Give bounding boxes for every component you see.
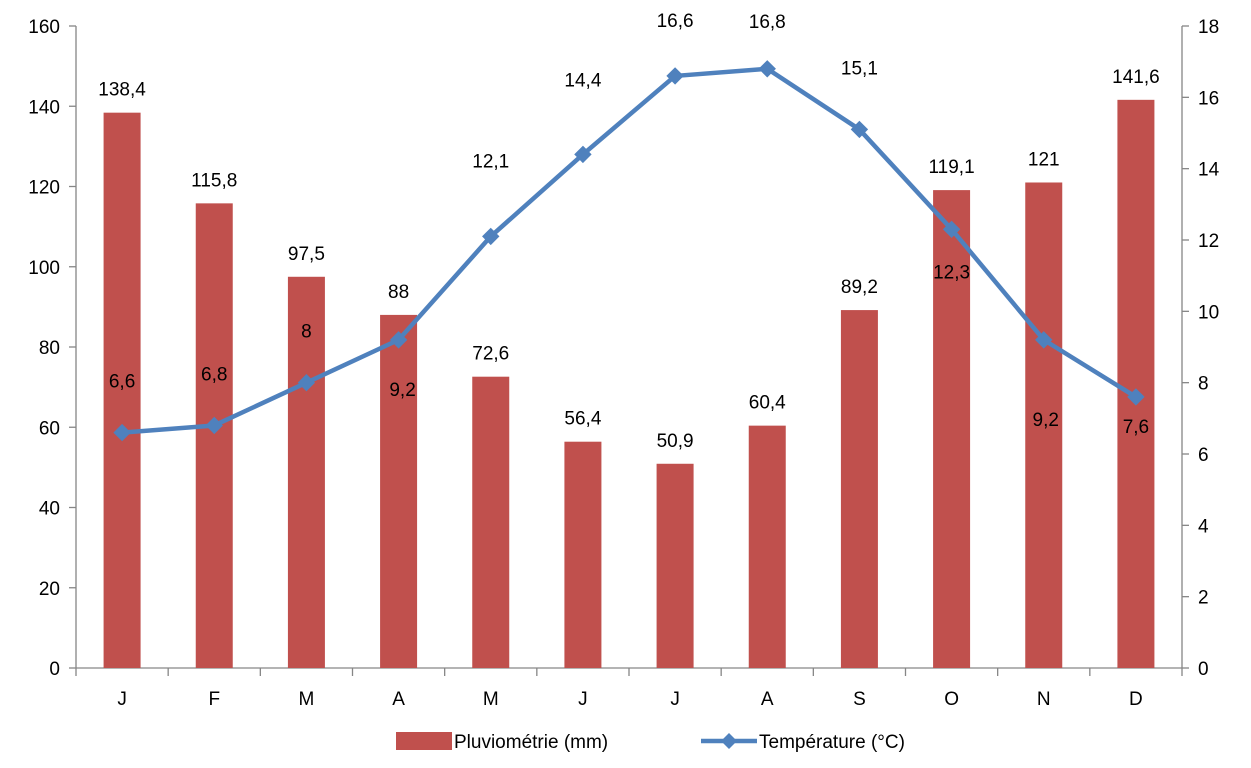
y-right-tick-label: 14 (1198, 160, 1220, 181)
x-tick-label: D (1129, 689, 1143, 710)
temperature-marker (297, 373, 316, 392)
y-right-tick-label: 10 (1198, 302, 1219, 323)
temperature-data-label: 6,6 (109, 372, 135, 393)
bar-pluviometrie (103, 112, 141, 669)
y-right-tick-label: 4 (1198, 516, 1209, 537)
temperature-data-label: 15,1 (841, 58, 878, 79)
bar-pluviometrie (287, 276, 325, 668)
x-tick-label: A (761, 689, 774, 710)
y-left-tick-label: 100 (28, 258, 60, 279)
x-tick-label: M (483, 689, 499, 710)
bar-data-label: 72,6 (472, 344, 509, 365)
legend-label-pluviometrie: Pluviométrie (mm) (454, 732, 608, 753)
temperature-marker (758, 60, 776, 78)
y-right-tick-label: 6 (1198, 445, 1209, 466)
y-left-tick-label: 160 (28, 17, 60, 38)
legend: Pluviométrie (mm) Température (°C) (396, 732, 905, 753)
temperature-data-label: 8 (301, 322, 312, 343)
temperature-marker (666, 67, 684, 85)
bar-pluviometrie (656, 463, 694, 668)
temperature-data-label: 16,6 (657, 11, 694, 32)
bar-data-label: 138,4 (98, 80, 146, 101)
bar-data-label: 121 (1028, 149, 1060, 170)
y-left-tick-label: 20 (39, 579, 60, 600)
x-tick-label: J (117, 689, 127, 710)
temperature-line (119, 66, 1139, 435)
bar-data-label: 60,4 (749, 393, 786, 414)
y-left-tick-label: 0 (49, 659, 60, 680)
temperature-line-group (113, 60, 1145, 442)
bar-pluviometrie (1117, 99, 1155, 668)
temperature-data-label: 9,2 (389, 380, 415, 401)
x-tick-label: S (853, 689, 866, 710)
bar-data-label: 88 (388, 282, 409, 303)
y-left-tick-label: 140 (28, 97, 60, 118)
temperature-marker (942, 220, 961, 239)
temperature-data-label: 12,3 (933, 262, 970, 283)
temperature-marker (113, 423, 131, 442)
x-tick-label: M (299, 689, 315, 710)
bar-data-label: 56,4 (564, 409, 601, 430)
legend-marker-temperature (721, 733, 737, 749)
y-left-tick-label: 40 (39, 499, 60, 520)
bar-data-label: 89,2 (841, 277, 878, 298)
y-right-tick-label: 0 (1198, 659, 1209, 680)
x-tick-label: J (578, 689, 588, 710)
bar-data-label: 115,8 (191, 170, 237, 191)
temperature-marker (574, 145, 592, 164)
x-tick-label: O (944, 689, 959, 710)
temperature-marker (205, 416, 223, 435)
bar-data-label: 97,5 (288, 244, 325, 265)
x-tick-label: J (670, 689, 680, 710)
y-right-tick-label: 18 (1198, 17, 1219, 38)
y-left-tick-label: 120 (28, 178, 60, 199)
x-tick-label: A (392, 689, 405, 710)
data-labels-group: 138,4115,897,58872,656,450,960,489,2119,… (98, 11, 1159, 452)
y-right-tick-label: 12 (1198, 231, 1219, 252)
temperature-marker (482, 227, 500, 246)
bar-pluviometrie (472, 376, 510, 668)
x-tick-label: N (1037, 689, 1051, 710)
y-right-tick-label: 16 (1198, 88, 1219, 109)
axes-group: 0 20 40 60 80 100 120 140 160 0 2 4 6 8 10 12 14 16 18 J F M A… (28, 17, 1219, 710)
y-right-tick-label: 2 (1198, 588, 1209, 609)
temperature-marker (850, 120, 869, 139)
y-left-tick-label: 60 (39, 418, 60, 439)
temperature-data-label: 12,1 (472, 151, 509, 172)
temperature-marker (1035, 331, 1053, 349)
bar-pluviometrie (840, 310, 878, 668)
bar-pluviometrie (933, 190, 971, 668)
temperature-data-label: 14,4 (564, 70, 601, 91)
bar-data-label: 50,9 (657, 431, 694, 452)
bar-data-label: 119,1 (929, 157, 975, 178)
legend-swatch-pluviometrie (396, 732, 452, 750)
bar-pluviometrie (748, 425, 786, 668)
bar-data-label: 141,6 (1112, 67, 1160, 88)
temperature-data-label: 16,8 (749, 12, 786, 33)
bars-group (103, 99, 1155, 669)
temperature-data-label: 7,6 (1123, 417, 1149, 438)
temperature-data-label: 9,2 (1033, 410, 1059, 431)
bar-pluviometrie (195, 203, 233, 669)
y-right-tick-label: 8 (1198, 374, 1209, 395)
temperature-data-label: 6,8 (201, 364, 227, 385)
y-left-tick-label: 80 (39, 338, 60, 359)
temperature-marker (389, 331, 408, 349)
bar-pluviometrie (564, 441, 602, 668)
x-tick-label: F (208, 689, 220, 710)
bar-pluviometrie (380, 314, 418, 668)
temperature-marker (1127, 388, 1145, 406)
bar-pluviometrie (1025, 182, 1063, 669)
legend-label-temperature: Température (°C) (759, 732, 905, 753)
